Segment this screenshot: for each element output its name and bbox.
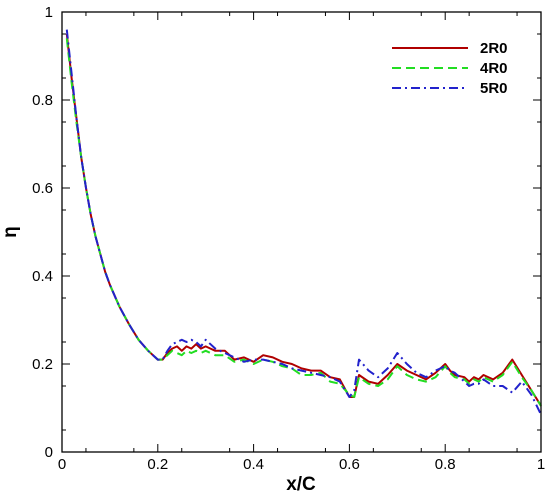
y-tick-label: 0 bbox=[45, 444, 53, 461]
legend-label-5r0: 5R0 bbox=[480, 80, 508, 97]
tick-labels-layer: 0 0.2 0.4 0.6 0.8 1 0 0.2 0.4 0.6 0.8 1 bbox=[32, 4, 545, 473]
x-axis-title: x/C bbox=[286, 474, 316, 495]
y-axis-title: η bbox=[0, 226, 21, 238]
series-line-5r0 bbox=[65, 29, 542, 416]
legend-label-4r0: 4R0 bbox=[480, 60, 508, 77]
y-tick-label: 0.4 bbox=[32, 268, 53, 285]
x-tick-label: 0.8 bbox=[435, 456, 456, 473]
y-tick-label: 1 bbox=[45, 4, 53, 21]
ticks-layer bbox=[61, 11, 542, 453]
legend-label-2r0: 2R0 bbox=[480, 40, 508, 57]
y-tick-label: 0.6 bbox=[32, 180, 53, 197]
plot-frame bbox=[61, 11, 542, 453]
y-tick-label: 0.8 bbox=[32, 92, 53, 109]
series-line-4r0 bbox=[65, 38, 542, 407]
y-tick-label: 0.2 bbox=[32, 356, 53, 373]
x-tick-label: 0.4 bbox=[243, 456, 264, 473]
x-tick-label: 0.6 bbox=[339, 456, 360, 473]
x-tick-label: 0.2 bbox=[147, 456, 168, 473]
legend: 2R0 4R0 5R0 bbox=[392, 40, 508, 97]
series-layer bbox=[65, 29, 542, 416]
x-tick-label: 1 bbox=[537, 456, 545, 473]
x-tick-label: 0 bbox=[58, 456, 66, 473]
